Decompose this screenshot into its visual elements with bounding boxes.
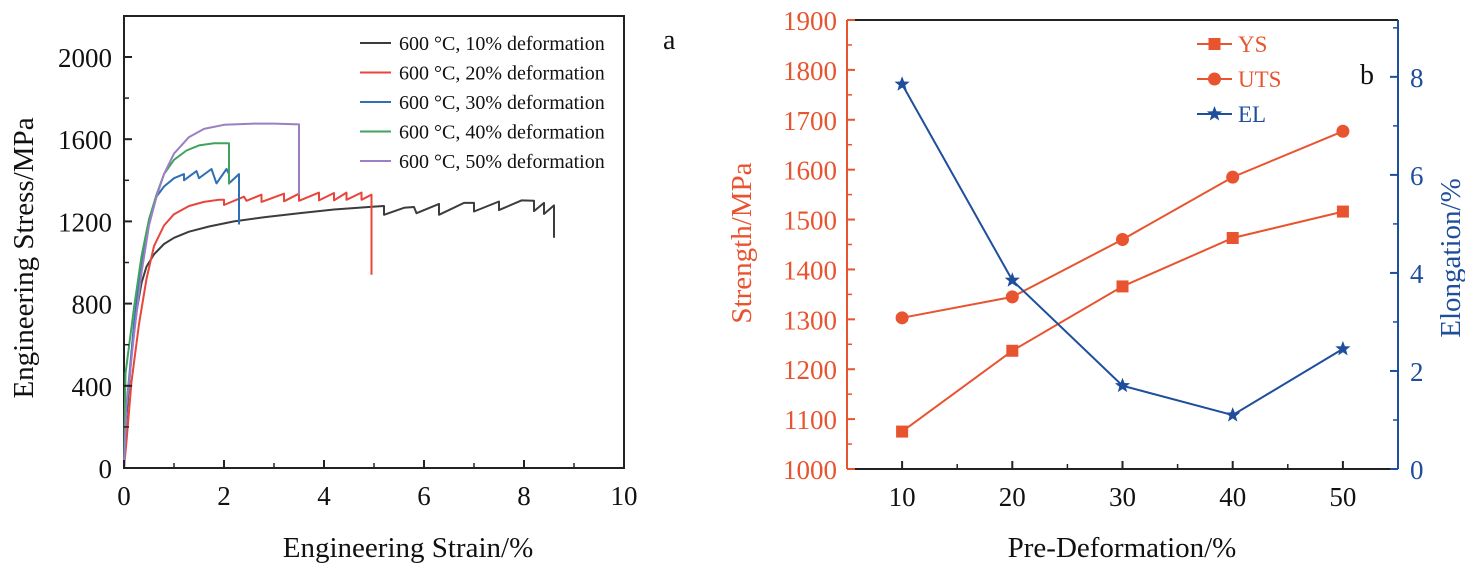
y-tick-label-right: 6 (1410, 161, 1424, 191)
data-point-el (894, 76, 910, 91)
series-line-4 (123, 142, 230, 469)
data-point-ys (896, 425, 909, 438)
x-tick-label: 8 (517, 481, 531, 511)
y-tick-label-left: 1000 (783, 455, 837, 485)
x-tick-label: 0 (117, 481, 131, 511)
data-point-el (1114, 377, 1131, 393)
chart-b-legend: YS UTS EL (1197, 32, 1281, 127)
chart-a-ticks: 0 2 4 6 8 10 0 400 800 1200 1600 2000 (58, 43, 638, 511)
y-tick-label-left: 1600 (783, 156, 837, 186)
series-line-5 (123, 122, 300, 469)
legend-label-1: 600 °C, 10% deformation (399, 33, 605, 55)
chart-b: 10 20 30 40 50100011001200130014001500160017… (726, 6, 1465, 564)
x-tick-label: 10 (611, 481, 638, 511)
y-tick-label-left: 1100 (784, 405, 837, 435)
chart-a-legend: 600 °C, 10% deformation 600 °C, 20% defor… (360, 33, 605, 173)
x-tick-label: 20 (999, 482, 1026, 512)
chart-a-y-axis-title: Engineering Stress/MPa (8, 117, 40, 398)
data-point-ys (1226, 232, 1239, 245)
y-tick-label: 1600 (58, 125, 112, 155)
series-line-3 (123, 168, 240, 469)
x-tick-label: 50 (1329, 482, 1356, 512)
data-point-el (1004, 272, 1020, 287)
chart-a-series (123, 122, 555, 469)
panel-letter-a: a (663, 25, 676, 56)
x-tick-label: 40 (1219, 482, 1246, 512)
panel-letter-b: b (1360, 60, 1374, 91)
y-tick-label-left: 1800 (783, 56, 837, 86)
y-tick-label: 400 (72, 372, 113, 402)
data-point-ys (1116, 280, 1129, 293)
legend-label-2: 600 °C, 20% deformation (399, 63, 605, 85)
data-point-uts (1226, 170, 1240, 184)
x-tick-label: 2 (217, 481, 231, 511)
y-tick-label-right: 2 (1410, 357, 1424, 387)
chart-b-y-axis-title: Strength/MPa (726, 162, 758, 323)
y-tick-label-left: 1700 (783, 106, 837, 136)
legend-label-5: 600 °C, 50% deformation (399, 151, 605, 173)
x-tick-label: 6 (417, 481, 431, 511)
y-tick-label: 1200 (58, 207, 112, 237)
y-tick-label-left: 1500 (783, 206, 837, 236)
x-tick-label: 4 (317, 481, 331, 511)
y-tick-label-right: 4 (1410, 259, 1424, 289)
data-point-ys (1006, 344, 1019, 357)
series-line-1 (123, 199, 555, 469)
data-point-uts (1336, 124, 1350, 138)
y-tick-label-right: 8 (1410, 63, 1424, 93)
series-line-2 (123, 191, 373, 469)
legend-label-3: 600 °C, 30% deformation (399, 92, 605, 114)
y-tick-label-left: 1400 (783, 255, 837, 285)
data-point-uts (1005, 290, 1019, 304)
legend-label-uts: UTS (1238, 67, 1281, 92)
x-tick-label: 10 (889, 482, 916, 512)
chart-a: 0 2 4 6 8 10 0 400 800 1200 1600 2000 600 °C, 10% d… (8, 15, 676, 564)
data-point-el (1225, 407, 1241, 422)
legend-marker-uts (1208, 72, 1221, 86)
chart-b-y-axis-title-right: Elongation/% (1435, 178, 1465, 337)
y-tick-label-left: 1900 (783, 6, 837, 36)
legend-marker-ys (1208, 38, 1221, 50)
y-tick-label: 2000 (58, 43, 112, 73)
legend-marker-el (1206, 106, 1223, 121)
chart-b-x-axis-title: Pre-Deformation/% (1008, 532, 1237, 564)
data-point-el (1335, 340, 1351, 356)
y-tick-label: 800 (72, 290, 113, 320)
series-line-el (901, 83, 1344, 417)
chart-b-series (894, 76, 1351, 438)
chart-a-x-axis-title: Engineering Strain/% (283, 532, 533, 564)
y-tick-label-left: 1200 (783, 355, 837, 385)
data-point-ys (1336, 205, 1349, 218)
legend-label-4: 600 °C, 40% deformation (399, 122, 605, 144)
data-point-uts (1116, 233, 1129, 247)
legend-label-el: EL (1238, 102, 1266, 127)
y-tick-label-right: 0 (1410, 455, 1424, 485)
y-tick-label: 0 (99, 454, 113, 484)
x-tick-label: 30 (1109, 482, 1136, 512)
data-point-uts (895, 311, 909, 325)
legend-label-ys: YS (1238, 32, 1267, 57)
y-tick-label-left: 1300 (783, 305, 837, 335)
chart-b-ticks: 10 20 30 40 50100011001200130014001500160017… (783, 6, 1424, 512)
